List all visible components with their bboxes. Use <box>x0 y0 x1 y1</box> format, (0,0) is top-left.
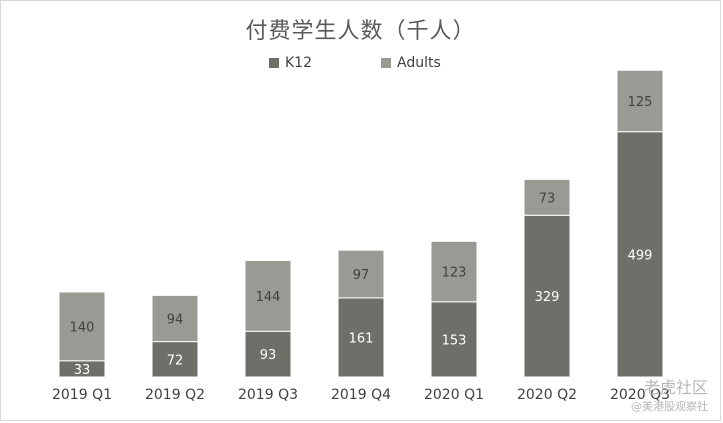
legend-label-adults: Adults <box>397 55 441 71</box>
bar-k12-5 <box>523 214 571 378</box>
bar-adults-4 <box>430 240 478 303</box>
x-tick-label-4: 2020 Q1 <box>424 387 484 403</box>
bar-adults-3 <box>337 249 385 299</box>
legend-swatch-k12 <box>269 58 279 68</box>
data-label-k12-4: 153 <box>442 333 467 348</box>
bar-k12-4 <box>430 301 478 378</box>
data-label-k12-6: 499 <box>628 248 653 263</box>
x-tick-label-1: 2019 Q2 <box>145 387 205 403</box>
x-tick-label-6: 2020 Q3 <box>610 387 670 403</box>
bar-adults-6 <box>616 69 664 133</box>
legend-swatch-adults <box>381 58 391 68</box>
data-label-adults-2: 144 <box>256 290 281 305</box>
data-label-k12-1: 72 <box>167 353 184 368</box>
watermark: 老虎社区 @美港股观察社 <box>631 374 708 414</box>
data-label-adults-1: 94 <box>167 312 184 327</box>
bar-adults-5 <box>523 178 571 216</box>
data-label-adults-0: 140 <box>70 320 95 335</box>
x-tick-label-5: 2020 Q2 <box>517 387 577 403</box>
chart-legend: K12 Adults <box>1 55 720 75</box>
x-tick-label-2: 2019 Q3 <box>238 387 298 403</box>
data-label-k12-3: 161 <box>349 331 374 346</box>
bar-k12-6 <box>616 131 664 378</box>
bar-k12-3 <box>337 297 385 378</box>
watermark-main: 老虎社区 <box>643 378 708 397</box>
bar-k12-2 <box>244 330 292 378</box>
bar-adults-0 <box>58 291 106 362</box>
data-label-adults-4: 123 <box>442 266 467 281</box>
bar-adults-1 <box>151 294 199 343</box>
legend-item-adults: Adults <box>381 55 441 71</box>
watermark-sub: @美港股观察社 <box>631 400 708 413</box>
data-label-adults-3: 97 <box>353 268 370 283</box>
data-label-k12-2: 93 <box>260 348 277 363</box>
x-tick-label-3: 2019 Q4 <box>331 387 391 403</box>
x-tick-label-0: 2019 Q1 <box>52 387 112 403</box>
data-label-k12-5: 329 <box>535 290 560 305</box>
bar-adults-2 <box>244 259 292 332</box>
data-label-adults-5: 73 <box>539 191 556 206</box>
data-label-k12-0: 33 <box>74 363 91 378</box>
legend-item-k12: K12 <box>269 55 312 71</box>
data-label-adults-6: 125 <box>628 95 653 110</box>
chart-title: 付费学生人数（千人） <box>245 19 476 44</box>
legend-label-k12: K12 <box>285 55 312 71</box>
